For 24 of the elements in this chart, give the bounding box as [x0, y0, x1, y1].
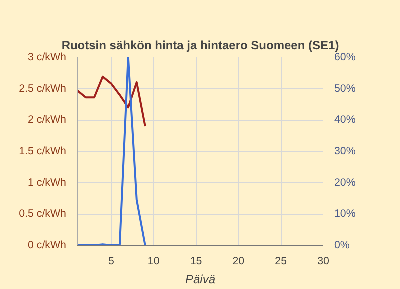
y2-tick-label: 0% [334, 240, 350, 252]
x-tick-label: 25 [275, 256, 288, 268]
x-tick-label: 20 [232, 256, 245, 268]
y2-tick-label: 30% [334, 146, 356, 158]
x-tick-label: 15 [190, 256, 202, 268]
line-series [78, 58, 146, 246]
x-axis-title: Päivä [185, 272, 216, 286]
y-tick-label: 1 c/kWh [28, 176, 67, 189]
y2-tick-label: 50% [334, 82, 356, 95]
x-tick-label: 30 [318, 256, 330, 268]
y-tick-label: 1.5 c/kWh [19, 146, 67, 158]
y-tick-label: 0.5 c/kWh [19, 208, 67, 220]
y2-tick-label: 10% [334, 208, 356, 220]
y2-tick-label: 60% [334, 52, 356, 64]
y-tick-label: 0 c/kWh [28, 240, 67, 252]
x-tick-label: 5 [108, 256, 114, 268]
y-tick-label: 3 c/kWh [28, 52, 67, 64]
x-tick-label: 10 [148, 256, 160, 268]
y-tick-label: 2 c/kWh [28, 114, 67, 126]
y2-tick-label: 40% [334, 114, 356, 126]
line-series [78, 76, 146, 128]
y-tick-label: 2.5 c/kWh [19, 82, 67, 95]
chart-title: Ruotsin sähkön hinta ja hintaero Suomeen (SE1) [62, 38, 340, 52]
y2-tick-label: 20% [334, 176, 356, 189]
